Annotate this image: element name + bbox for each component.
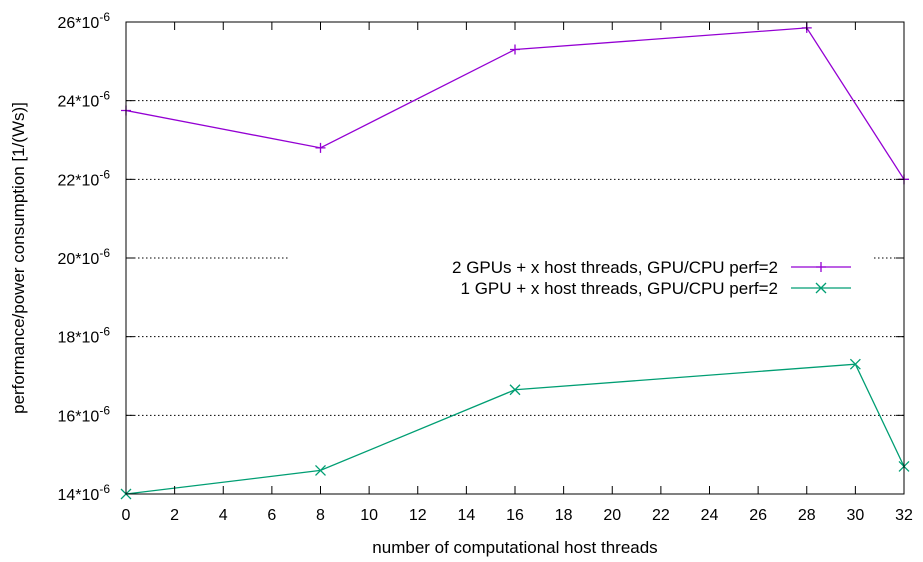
ticks: [125, 21, 905, 495]
legend: 2 GPUs + x host threads, GPU/CPU perf=2 1…: [288, 250, 874, 298]
series-line: [125, 363, 905, 495]
y-tick-label: 20*10-6: [58, 246, 111, 268]
legend-label: 1 GPU + x host threads, GPU/CPU perf=2: [461, 279, 778, 298]
x-tick-label: 2: [170, 507, 179, 524]
x-axis-title: number of computational host threads: [372, 538, 657, 557]
data-point-marker: [510, 44, 520, 55]
y-axis-title: performance/power consumption [1/(Ws)]: [9, 102, 28, 414]
y-tick-label: 24*10-6: [58, 89, 111, 111]
y-tick-label: 16*10-6: [58, 403, 111, 425]
x-tick-labels: 0 2 4 6 8 10 12 14 16 18 20 22 24 26 28 30 32: [122, 507, 913, 524]
y-tick-label: 26*10-6: [58, 10, 111, 32]
y-tick-label: 18*10-6: [58, 325, 111, 347]
y-tick-labels: 14*10-6 16*10-6 18*10-6 20*10-6 22*10-6 24*10…: [58, 10, 111, 504]
x-tick-label: 18: [555, 507, 573, 524]
data-point-marker: [816, 262, 826, 272]
x-tick-label: 20: [603, 507, 621, 524]
x-tick-label: 12: [409, 507, 427, 524]
x-tick-label: 22: [652, 507, 670, 524]
series-2: [120, 358, 910, 500]
x-tick-label: 10: [360, 507, 378, 524]
x-tick-label: 28: [798, 507, 816, 524]
data-point-marker: [815, 282, 827, 294]
data-point-marker: [315, 464, 326, 476]
data-point-marker: [849, 358, 861, 370]
series-1: [121, 22, 909, 185]
x-tick-label: 8: [316, 507, 325, 524]
x-tick-label: 30: [846, 507, 864, 524]
x-tick-label: 16: [506, 507, 524, 524]
x-tick-label: 24: [701, 507, 719, 524]
x-tick-label: 26: [749, 507, 767, 524]
x-tick-label: 32: [895, 507, 913, 524]
x-tick-label: 14: [457, 507, 475, 524]
data-point-marker: [509, 384, 521, 396]
y-tick-label: 22*10-6: [58, 167, 111, 189]
legend-label: 2 GPUs + x host threads, GPU/CPU perf=2: [452, 258, 778, 277]
x-tick-label: 6: [267, 507, 276, 524]
legend-background: [288, 250, 874, 298]
x-tick-label: 0: [122, 507, 131, 524]
x-tick-label: 4: [219, 507, 228, 524]
y-tick-label: 14*10-6: [58, 482, 111, 504]
data-point-marker: [315, 142, 326, 153]
